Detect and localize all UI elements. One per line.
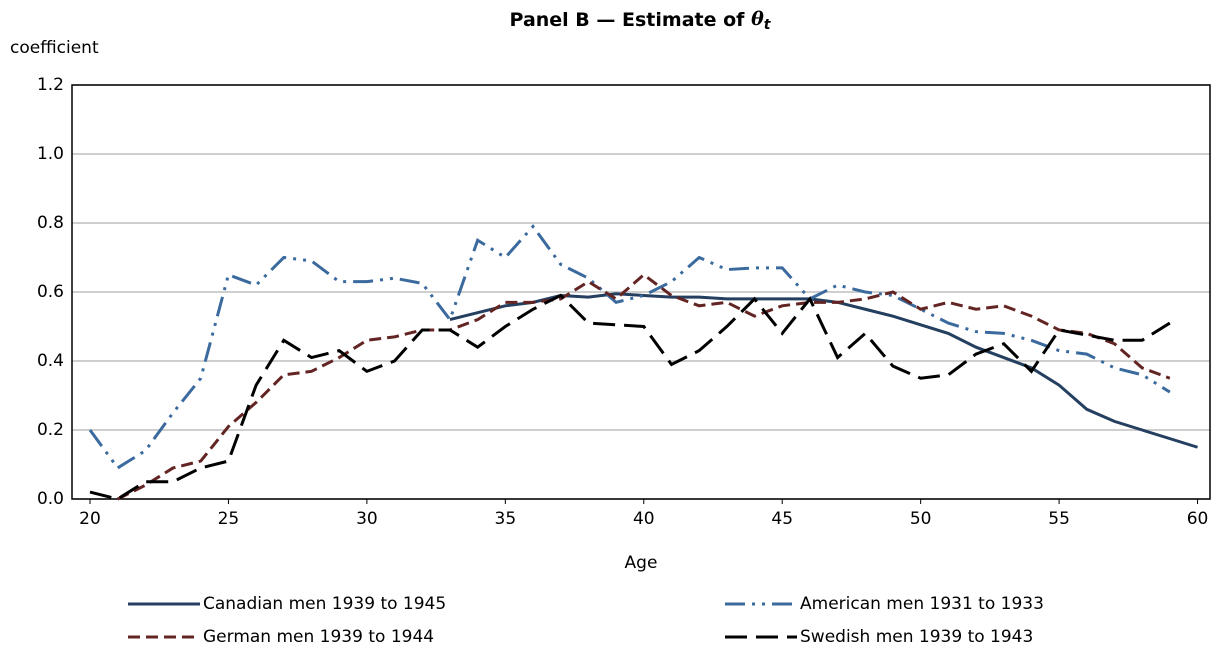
y-axis-label: coefficient: [10, 38, 99, 58]
title-text: Panel B — Estimate of: [510, 9, 746, 31]
plot-frame: [71, 84, 1211, 500]
x-tick-label: 35: [495, 509, 517, 529]
y-tick-label: 0.0: [37, 489, 64, 509]
x-axis-label: Age: [625, 553, 658, 573]
x-tick-label: 30: [356, 509, 378, 529]
x-tick-label: 55: [1048, 509, 1070, 529]
x-tick-label: 45: [771, 509, 793, 529]
x-tick-label: 25: [218, 509, 240, 529]
legend-label: Canadian men 1939 to 1945: [203, 594, 446, 614]
x-tick-label: 20: [79, 509, 101, 529]
title-symbol: θ: [751, 8, 764, 30]
x-tick-label: 50: [910, 509, 932, 529]
legend-label: American men 1931 to 1933: [800, 594, 1044, 614]
series-line: [88, 224, 1171, 470]
series-line: [449, 292, 1198, 449]
legend-label: German men 1939 to 1944: [203, 627, 434, 647]
x-tick-label: 40: [633, 509, 655, 529]
y-tick-label: 0.4: [37, 351, 64, 371]
y-tick-label: 1.0: [37, 144, 64, 164]
series-line: [117, 272, 1171, 501]
x-tick-label: 60: [1187, 509, 1209, 529]
chart-title: Panel B — Estimate of θt: [510, 8, 772, 33]
legend-label: Swedish men 1939 to 1943: [800, 627, 1033, 647]
series-line: [89, 293, 1171, 501]
y-tick-label: 0.8: [37, 213, 64, 233]
y-tick-label: 0.2: [37, 420, 64, 440]
y-tick-label: 1.2: [37, 75, 64, 95]
y-tick-label: 0.6: [37, 282, 64, 302]
title-subscript: t: [764, 17, 772, 33]
